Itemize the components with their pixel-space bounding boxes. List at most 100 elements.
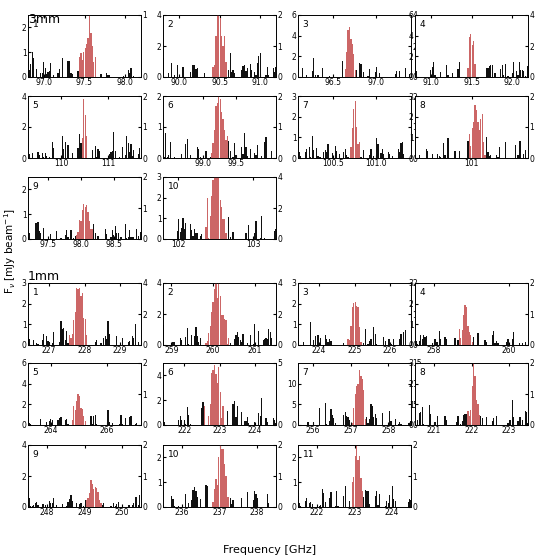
Bar <box>215 106 217 158</box>
Bar <box>368 423 369 425</box>
Bar <box>164 422 165 425</box>
Bar <box>467 68 469 77</box>
Bar <box>360 156 362 158</box>
Bar <box>29 154 30 158</box>
Bar <box>210 216 211 239</box>
Bar <box>275 424 276 425</box>
Bar <box>225 140 227 158</box>
Bar <box>271 339 272 345</box>
Bar <box>235 417 237 425</box>
Bar <box>484 156 485 158</box>
Bar <box>320 157 321 158</box>
Bar <box>221 418 222 425</box>
Bar <box>127 143 129 158</box>
Bar <box>416 341 417 345</box>
Bar <box>86 44 87 77</box>
Bar <box>389 411 390 425</box>
Bar <box>254 324 255 345</box>
Bar <box>497 343 498 345</box>
Bar <box>362 490 363 507</box>
Bar <box>233 404 234 425</box>
Bar <box>526 412 527 425</box>
Bar <box>366 490 367 507</box>
Bar <box>480 416 481 425</box>
Text: 2: 2 <box>167 20 173 29</box>
Bar <box>306 498 307 507</box>
Bar <box>357 384 359 425</box>
Bar <box>37 152 39 158</box>
Bar <box>211 153 212 158</box>
Bar <box>86 335 87 345</box>
Bar <box>310 322 312 345</box>
Bar <box>205 343 206 345</box>
Bar <box>215 276 217 345</box>
Bar <box>345 485 346 507</box>
Bar <box>390 344 391 345</box>
Bar <box>231 71 232 77</box>
Bar <box>86 205 87 239</box>
Bar <box>218 81 219 158</box>
Bar <box>99 151 100 158</box>
Bar <box>261 398 262 425</box>
Bar <box>363 343 364 345</box>
Bar <box>392 487 393 507</box>
Bar <box>83 318 84 345</box>
Bar <box>100 503 102 507</box>
Bar <box>343 344 345 345</box>
Bar <box>359 370 360 425</box>
Bar <box>134 497 136 507</box>
Bar <box>43 62 44 77</box>
Bar <box>113 235 114 239</box>
Bar <box>204 406 205 425</box>
Bar <box>207 341 208 345</box>
Bar <box>92 484 93 507</box>
Bar <box>245 233 247 239</box>
Bar <box>389 495 390 507</box>
Bar <box>185 494 186 507</box>
Bar <box>384 341 386 345</box>
Bar <box>267 494 268 507</box>
Bar <box>39 155 40 158</box>
Bar <box>265 137 267 158</box>
Bar <box>37 222 39 239</box>
Bar <box>508 423 509 425</box>
Bar <box>346 52 347 77</box>
Bar <box>221 207 222 239</box>
Bar <box>345 412 346 425</box>
Bar <box>274 231 275 239</box>
Bar <box>515 145 516 158</box>
Bar <box>107 321 109 345</box>
Bar <box>335 506 336 507</box>
Bar <box>355 101 356 158</box>
Bar <box>113 132 114 158</box>
Bar <box>96 488 97 507</box>
Bar <box>363 497 364 507</box>
Bar <box>350 147 352 158</box>
Bar <box>447 75 449 77</box>
Bar <box>63 148 64 158</box>
Bar <box>192 65 194 77</box>
Bar <box>87 38 89 77</box>
Bar <box>499 147 500 158</box>
Bar <box>212 143 214 158</box>
Bar <box>463 315 464 345</box>
Bar <box>79 288 80 345</box>
Bar <box>218 457 219 507</box>
Bar <box>214 364 215 425</box>
Bar <box>368 490 369 507</box>
Bar <box>446 65 447 77</box>
Bar <box>524 411 526 425</box>
Bar <box>326 152 327 158</box>
Bar <box>207 341 208 345</box>
Bar <box>181 155 182 158</box>
Bar <box>139 148 140 158</box>
Bar <box>90 229 92 239</box>
Bar <box>436 342 437 345</box>
Bar <box>234 401 235 425</box>
Bar <box>211 153 212 158</box>
Bar <box>225 475 227 507</box>
Bar <box>247 68 248 77</box>
Text: 4: 4 <box>420 20 425 29</box>
Bar <box>388 503 389 507</box>
Bar <box>190 224 191 239</box>
